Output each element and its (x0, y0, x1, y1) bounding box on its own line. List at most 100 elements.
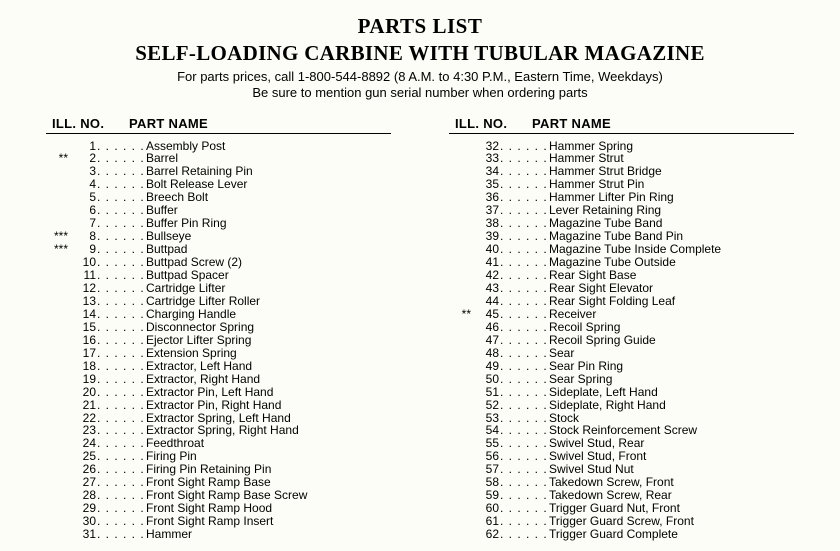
parts-row: 48. . . . . . .Sear (449, 347, 794, 360)
row-dots: . . . . . . . (499, 450, 547, 463)
row-marks (46, 424, 68, 437)
info-block: For parts prices, call 1-800-544-8892 (8… (40, 69, 800, 102)
row-ill-no: 51 (471, 386, 499, 399)
row-ill-no: 49 (471, 360, 499, 373)
row-ill-no: 12 (68, 282, 96, 295)
header-part-name: PART NAME (121, 116, 391, 131)
row-dots: . . . . . . . (96, 256, 144, 269)
page-subtitle: SELF-LOADING CARBINE WITH TUBULAR MAGAZI… (40, 41, 800, 66)
row-part-name: Extension Spring (144, 347, 391, 360)
row-part-name: Extractor, Left Hand (144, 360, 391, 373)
row-dots: . . . . . . . (499, 152, 547, 165)
parts-column-right: ILL. NO. PART NAME 32. . . . . . .Hammer… (449, 116, 794, 542)
row-ill-no: 52 (471, 399, 499, 412)
row-part-name: Rear Sight Folding Leaf (547, 295, 794, 308)
row-marks (46, 476, 68, 489)
rows-right: 32. . . . . . .Hammer Spring33. . . . . … (449, 140, 794, 542)
row-dots: . . . . . . . (96, 321, 144, 334)
row-dots: . . . . . . . (96, 152, 144, 165)
row-part-name: Sear Pin Ring (547, 360, 794, 373)
row-part-name: Recoil Spring Guide (547, 334, 794, 347)
row-ill-no: 48 (471, 347, 499, 360)
parts-row: ***8. . . . . . .Bullseye (46, 230, 391, 243)
row-marks (449, 140, 471, 153)
row-part-name: Cartridge Lifter (144, 282, 391, 295)
parts-row: 20. . . . . . .Extractor Pin, Left Hand (46, 386, 391, 399)
row-marks (449, 489, 471, 502)
row-marks (46, 360, 68, 373)
row-dots: . . . . . . . (499, 321, 547, 334)
parts-row: 17. . . . . . .Extension Spring (46, 347, 391, 360)
row-marks (46, 191, 68, 204)
parts-row: 18. . . . . . .Extractor, Left Hand (46, 360, 391, 373)
row-marks: *** (46, 243, 68, 256)
row-dots: . . . . . . . (499, 502, 547, 515)
row-part-name: Extractor, Right Hand (144, 373, 391, 386)
row-dots: . . . . . . . (96, 282, 144, 295)
row-marks (46, 515, 68, 528)
row-dots: . . . . . . . (96, 191, 144, 204)
row-marks (46, 204, 68, 217)
parts-row: 12. . . . . . .Cartridge Lifter (46, 282, 391, 295)
row-dots: . . . . . . . (96, 399, 144, 412)
parts-row: 51. . . . . . .Sideplate, Left Hand (449, 386, 794, 399)
parts-row: 7. . . . . . .Buffer Pin Ring (46, 217, 391, 230)
row-marks (46, 256, 68, 269)
row-marks (449, 165, 471, 178)
row-marks (449, 502, 471, 515)
row-marks (449, 528, 471, 541)
row-dots: . . . . . . . (96, 295, 144, 308)
row-marks (46, 321, 68, 334)
row-marks (449, 347, 471, 360)
row-ill-no: 44 (471, 295, 499, 308)
row-dots: . . . . . . . (96, 269, 144, 282)
row-part-name: Sear (547, 347, 794, 360)
parts-row: 19. . . . . . .Extractor, Right Hand (46, 373, 391, 386)
row-part-name: Sideplate, Left Hand (547, 386, 794, 399)
column-header: ILL. NO. PART NAME (46, 116, 391, 134)
row-part-name: Cartridge Lifter Roller (144, 295, 391, 308)
parts-row: 52. . . . . . .Sideplate, Right Hand (449, 399, 794, 412)
row-marks (449, 282, 471, 295)
row-part-name: Hammer (144, 528, 391, 541)
row-dots: . . . . . . . (96, 347, 144, 360)
row-ill-no: 46 (471, 321, 499, 334)
row-marks (46, 450, 68, 463)
row-marks (449, 269, 471, 282)
header-ill-no: ILL. NO. (46, 116, 121, 131)
row-ill-no: 20 (68, 386, 96, 399)
row-marks (46, 347, 68, 360)
row-marks (449, 243, 471, 256)
row-marks (46, 463, 68, 476)
row-ill-no: 62 (471, 528, 499, 541)
parts-row: 15. . . . . . .Disconnector Spring (46, 321, 391, 334)
row-marks (46, 165, 68, 178)
row-marks (46, 178, 68, 191)
row-marks (449, 476, 471, 489)
row-dots: . . . . . . . (96, 308, 144, 321)
row-marks (449, 450, 471, 463)
parts-row: 21. . . . . . .Extractor Pin, Right Hand (46, 399, 391, 412)
row-dots: . . . . . . . (499, 178, 547, 191)
row-part-name: Sideplate, Right Hand (547, 399, 794, 412)
parts-column-left: ILL. NO. PART NAME 1. . . . . . .Assembl… (46, 116, 391, 542)
row-part-name: Receiver (547, 308, 794, 321)
parts-row: 62. . . . . . .Trigger Guard Complete (449, 528, 794, 541)
row-marks (46, 373, 68, 386)
row-dots: . . . . . . . (499, 165, 547, 178)
row-marks (449, 386, 471, 399)
row-dots: . . . . . . . (499, 463, 547, 476)
parts-row: 13. . . . . . .Cartridge Lifter Roller (46, 295, 391, 308)
header-part-name: PART NAME (524, 116, 794, 131)
row-part-name: Disconnector Spring (144, 321, 391, 334)
row-dots: . . . . . . . (499, 256, 547, 269)
row-marks (449, 463, 471, 476)
row-dots: . . . . . . . (96, 360, 144, 373)
row-dots: . . . . . . . (499, 412, 547, 425)
row-dots: . . . . . . . (499, 295, 547, 308)
row-dots: . . . . . . . (96, 450, 144, 463)
row-marks (449, 295, 471, 308)
row-dots: . . . . . . . (499, 347, 547, 360)
row-marks (449, 152, 471, 165)
row-dots: . . . . . . . (499, 373, 547, 386)
